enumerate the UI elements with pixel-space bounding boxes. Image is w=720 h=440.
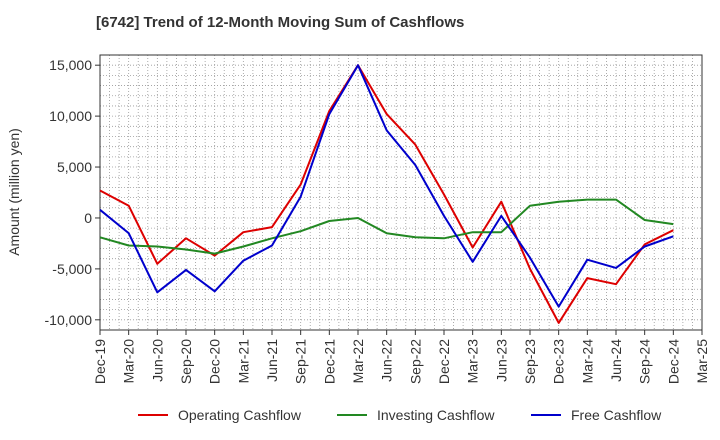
x-tick-label: Mar-21	[235, 339, 251, 384]
x-tick-label: Dec-19	[92, 339, 108, 384]
legend-swatch-investing	[337, 414, 367, 416]
x-tick-label: Mar-20	[121, 339, 137, 384]
x-tick-label: Jun-21	[264, 339, 280, 382]
grid-layer	[99, 54, 703, 331]
x-tick-label: Sep-21	[293, 339, 309, 384]
x-tick-label: Sep-23	[522, 339, 538, 384]
series-line-operating-cashflow	[99, 64, 674, 324]
x-tick-label: Jun-22	[379, 339, 395, 382]
y-tick-label: 0	[84, 210, 92, 226]
x-tick-label: Dec-24	[665, 339, 681, 384]
x-tick-label: Mar-24	[579, 339, 595, 384]
x-tick-label: Mar-23	[465, 339, 481, 384]
x-tick-label: Sep-22	[407, 339, 423, 384]
series-layer	[99, 64, 674, 324]
x-tick-label: Jun-24	[608, 339, 624, 382]
legend-label-operating: Operating Cashflow	[178, 407, 301, 423]
x-tick-label: Jun-20	[149, 339, 165, 382]
legend-swatch-free	[531, 414, 561, 416]
legend-swatch-operating	[138, 414, 168, 416]
axis-layer: 15,000 10,000 5,000 0 -5,000 -10,000 Dec-19 Mar…	[45, 54, 710, 384]
y-tick-label: -5,000	[52, 261, 92, 277]
y-tick-label: 5,000	[57, 159, 92, 175]
x-tick-label: Sep-24	[637, 339, 653, 384]
x-tick-label: Mar-25	[694, 339, 710, 384]
legend-item-operating: Operating Cashflow	[138, 404, 301, 426]
x-tick-label: Dec-22	[436, 339, 452, 384]
y-tick-label: 15,000	[49, 57, 92, 73]
x-tick-label: Jun-23	[493, 339, 509, 382]
y-axis-label: Amount (million yen)	[6, 128, 22, 256]
x-tick-label: Dec-21	[321, 339, 337, 384]
x-tick-label: Dec-23	[551, 339, 567, 384]
y-tick-label: -10,000	[45, 312, 93, 328]
plot-frame	[99, 54, 703, 331]
legend-label-free: Free Cashflow	[571, 407, 662, 423]
series-line-free-cashflow	[99, 64, 674, 308]
y-tick-label: 10,000	[49, 108, 92, 124]
series-line-investing-cashflow	[99, 198, 674, 255]
legend: Operating Cashflow Investing Cashflow Fr…	[0, 404, 720, 426]
x-tick-label: Dec-20	[207, 339, 223, 384]
legend-label-investing: Investing Cashflow	[377, 407, 495, 423]
legend-item-free: Free Cashflow	[531, 404, 661, 426]
legend-item-investing: Investing Cashflow	[337, 404, 495, 426]
x-tick-label: Mar-22	[350, 339, 366, 384]
x-tick-label: Sep-20	[178, 339, 194, 384]
chart-title: [6742] Trend of 12-Month Moving Sum of C…	[96, 14, 465, 31]
